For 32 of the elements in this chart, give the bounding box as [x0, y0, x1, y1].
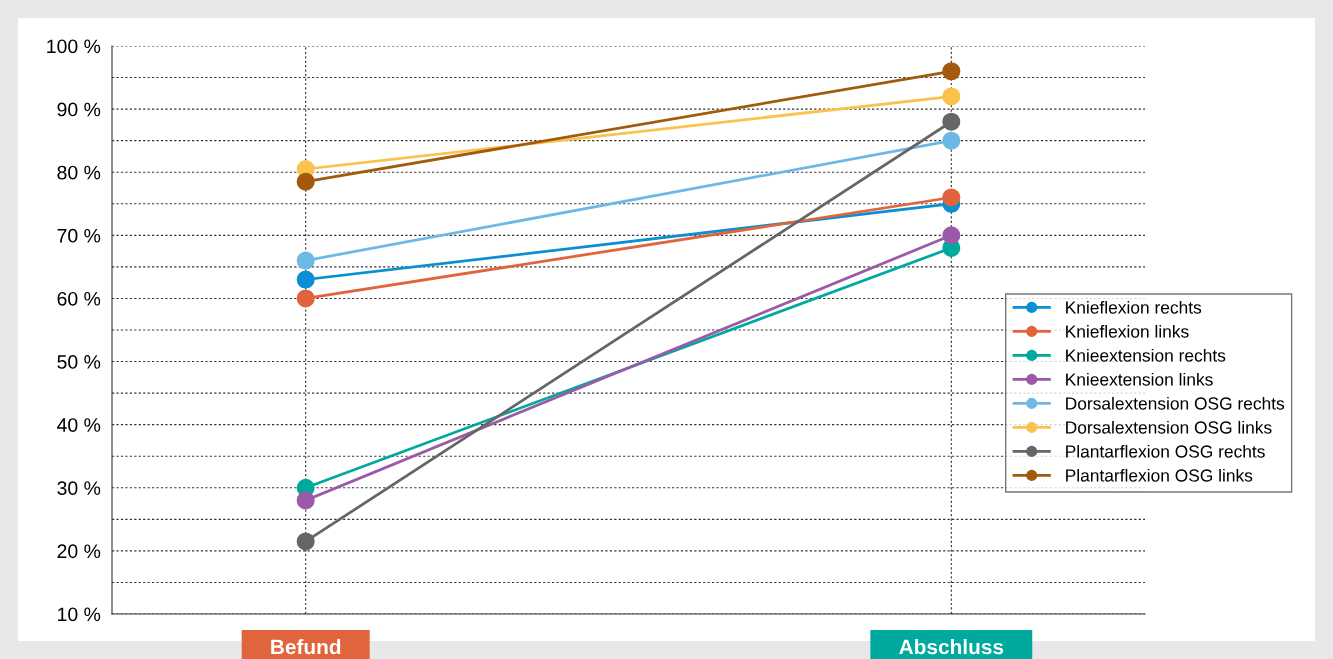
point	[942, 87, 961, 106]
point	[942, 226, 961, 245]
point	[942, 131, 961, 150]
y-tick-label: 50 %	[57, 355, 101, 369]
legend-label: Knieflexion links	[1066, 324, 1189, 338]
y-tick-label: 30 %	[57, 481, 101, 496]
point	[296, 532, 315, 551]
y-tick-label: 40 %	[57, 418, 101, 432]
point	[942, 62, 961, 81]
legend-label: Dorsalextension OSG links	[1066, 420, 1272, 434]
legend-label: Knieflexion rechts	[1066, 300, 1202, 314]
legend-label: Knieextension links	[1066, 372, 1213, 386]
x-tick-label: Abschluss	[899, 639, 1004, 655]
legend-label: Knieextension rechts	[1066, 348, 1226, 362]
point	[296, 251, 315, 270]
point	[296, 491, 315, 510]
y-tick-label: 90 %	[57, 102, 101, 117]
y-tick-label: 20 %	[57, 544, 101, 559]
x-tick-label: Befund	[271, 639, 341, 655]
point	[296, 270, 315, 289]
legend-label: Plantarflexion OSG rechts	[1066, 444, 1265, 458]
point	[942, 112, 961, 131]
y-tick-label: 10 %	[58, 607, 101, 622]
point	[296, 289, 315, 308]
y-tick-label: 60 %	[57, 291, 101, 306]
legend-label: Dorsalextension OSG rechts	[1066, 396, 1285, 410]
y-tick-label: 80 %	[57, 165, 101, 180]
point	[296, 172, 315, 191]
legend-label: Plantarflexion OSG links	[1066, 468, 1253, 482]
y-tick-label: 70 %	[57, 228, 101, 243]
point	[942, 188, 961, 207]
y-tick-label: 100 %	[47, 39, 101, 54]
